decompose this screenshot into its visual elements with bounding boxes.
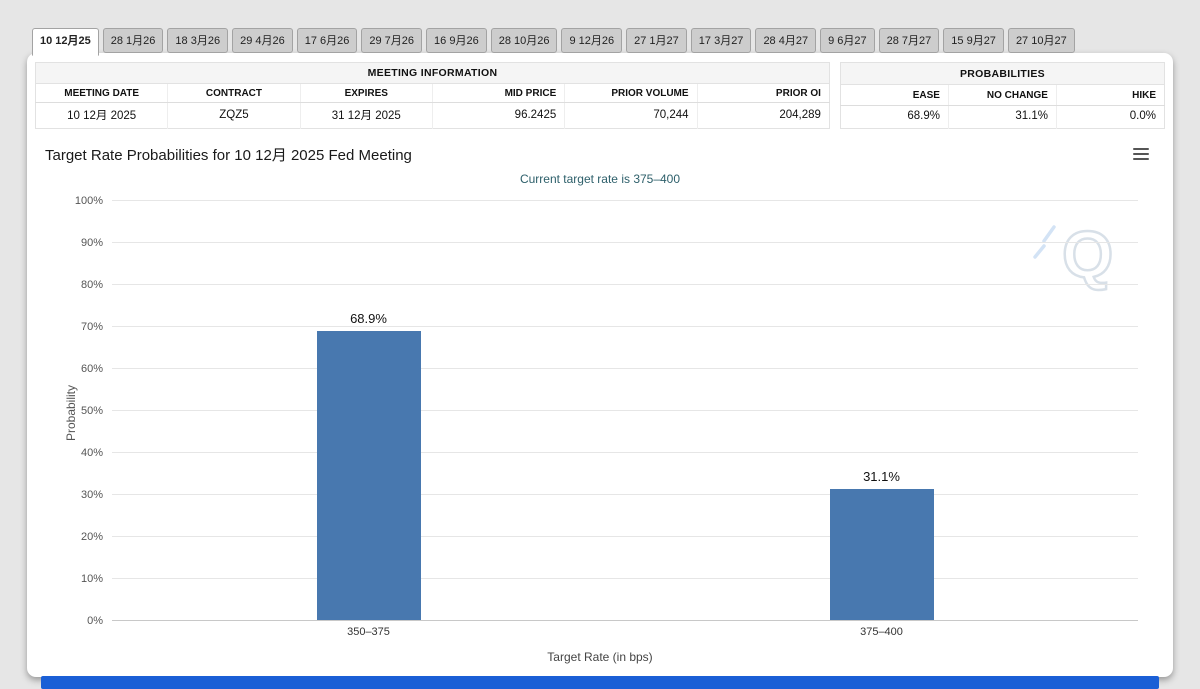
probabilities-table: PROBABILITIES EASE NO CHANGE HIKE 68.9% 31.… — [839, 62, 1165, 129]
y-tick-label: 0% — [87, 615, 103, 627]
tab-meeting-9[interactable]: 27 1月27 — [626, 28, 687, 53]
probability-cell-2: 0.0% — [1055, 105, 1165, 129]
gridline — [112, 284, 1138, 285]
hamburger-menu-icon[interactable] — [1131, 143, 1151, 165]
y-tick-label: 40% — [80, 447, 103, 459]
probabilities-header-row: EASE NO CHANGE HIKE — [840, 84, 1165, 106]
chart-title: Target Rate Probabilities for 10 12月 202… — [45, 146, 412, 164]
chart-header: Target Rate Probabilities for 10 12月 202… — [27, 135, 1173, 165]
bar-1[interactable] — [829, 489, 934, 620]
meeting-information-table: MEETING INFORMATION MEETING DATE CONTRACT… — [35, 62, 830, 129]
y-tick-label: 60% — [80, 363, 103, 375]
bar-value-label: 31.1% — [863, 469, 900, 485]
meeting-info-title: MEETING INFORMATION — [35, 62, 830, 84]
meeting-column-header-1: CONTRACT — [167, 83, 301, 103]
chart: Current target rate is 375–400 Probabili… — [27, 165, 1173, 664]
probabilities-value-row: 68.9% 31.1% 0.0% — [840, 105, 1165, 129]
svg-text:Q: Q — [1062, 217, 1113, 291]
gridline — [112, 494, 1138, 495]
tab-meeting-15[interactable]: 27 10月27 — [1007, 28, 1075, 53]
meeting-info-value-row: 10 12月 2025 ZQZ5 31 12月 2025 96.2425 70,244 2… — [36, 102, 830, 129]
y-tick-label: 30% — [80, 489, 103, 501]
gridline — [112, 368, 1138, 369]
footer-accent-bar — [41, 676, 1159, 689]
y-tick-label: 50% — [80, 405, 103, 417]
meeting-column-header-2: EXPIRES — [299, 83, 433, 103]
probabilities-title: PROBABILITIES — [840, 62, 1165, 86]
tab-meeting-4[interactable]: 17 6月26 — [296, 28, 358, 53]
gridline — [112, 452, 1138, 453]
meeting-cell-2: 31 12月 2025 — [299, 102, 433, 129]
plot-area: Q 0% 10% 20% 30% 40% 50% 60% 70% 80% 90% 100% 68.9%… — [75, 195, 1138, 627]
meeting-info-header-row: MEETING DATE CONTRACT EXPIRES MID PRICE PRIO… — [35, 83, 830, 103]
meeting-cell-1: ZQZ5 — [167, 102, 301, 129]
x-tick-label: 350–375 — [347, 626, 390, 638]
tab-meeting-12[interactable]: 9 6月27 — [820, 28, 875, 53]
content-card: MEETING INFORMATION MEETING DATE CONTRACT… — [27, 53, 1173, 689]
tab-meeting-0[interactable]: 10 12月25 — [32, 28, 99, 56]
y-tick-label: 10% — [80, 573, 103, 585]
probability-column-header-2: HIKE — [1055, 84, 1165, 106]
tab-meeting-14[interactable]: 15 9月27 — [943, 28, 1004, 53]
chart-subtitle: Current target rate is 375–400 — [519, 172, 681, 186]
tab-meeting-6[interactable]: 16 9月26 — [426, 28, 487, 53]
meeting-cell-4: 70,244 — [564, 102, 698, 129]
meeting-column-header-5: PRIOR OI — [696, 83, 830, 103]
meeting-cell-0: 10 12月 2025 — [67, 110, 137, 122]
probability-cell-0: 68.9% — [907, 110, 940, 123]
tab-meeting-2[interactable]: 18 3月26 — [167, 28, 229, 53]
x-axis-labels: 350–375 375–400 — [112, 626, 1138, 644]
meeting-column-header-0: MEETING DATE — [35, 83, 168, 103]
y-tick-label: 100% — [74, 195, 103, 207]
meeting-cell-5: 204,289 — [696, 102, 830, 129]
gridline — [112, 326, 1138, 327]
tab-meeting-11[interactable]: 28 4月27 — [755, 28, 817, 53]
probability-column-header-0: EASE — [840, 84, 949, 106]
tab-meeting-7[interactable]: 28 10月26 — [490, 28, 558, 53]
meeting-tabs: 10 12月25 28 1月26 18 3月26 29 4月26 17 6月26 29 7… — [27, 28, 1173, 56]
tab-meeting-5[interactable]: 29 7月26 — [361, 28, 423, 53]
gridline — [112, 578, 1138, 579]
x-axis-line — [112, 620, 1138, 621]
bar-0[interactable] — [316, 330, 421, 620]
gridline — [112, 200, 1138, 201]
gridline — [112, 242, 1138, 243]
y-tick-label: 90% — [80, 237, 103, 249]
watermark-logo: Q — [1033, 216, 1115, 292]
bar-value-label: 68.9% — [350, 310, 387, 326]
tab-meeting-8[interactable]: 9 12月26 — [561, 28, 623, 53]
y-tick-label: 80% — [80, 279, 103, 291]
tab-meeting-3[interactable]: 29 4月26 — [232, 28, 293, 53]
tab-meeting-10[interactable]: 17 3月27 — [690, 28, 752, 53]
y-tick-label: 20% — [80, 531, 103, 543]
probability-cell-1: 31.1% — [947, 105, 1057, 129]
tab-meeting-1[interactable]: 28 1月26 — [102, 28, 164, 53]
gridline — [112, 536, 1138, 537]
y-tick-label: 70% — [80, 321, 103, 333]
x-tick-label: 375–400 — [860, 626, 903, 638]
meeting-column-header-3: MID PRICE — [431, 83, 565, 103]
tab-meeting-13[interactable]: 28 7月27 — [878, 28, 940, 53]
x-axis-title: Target Rate (in bps) — [547, 650, 653, 664]
info-tables: MEETING INFORMATION MEETING DATE CONTRACT… — [27, 58, 1173, 135]
meeting-cell-3: 96.2425 — [431, 102, 565, 129]
y-axis-title: Probability — [64, 384, 79, 442]
meeting-column-header-4: PRIOR VOLUME — [564, 83, 698, 103]
probability-column-header-1: NO CHANGE — [947, 84, 1057, 106]
gridline — [112, 410, 1138, 411]
